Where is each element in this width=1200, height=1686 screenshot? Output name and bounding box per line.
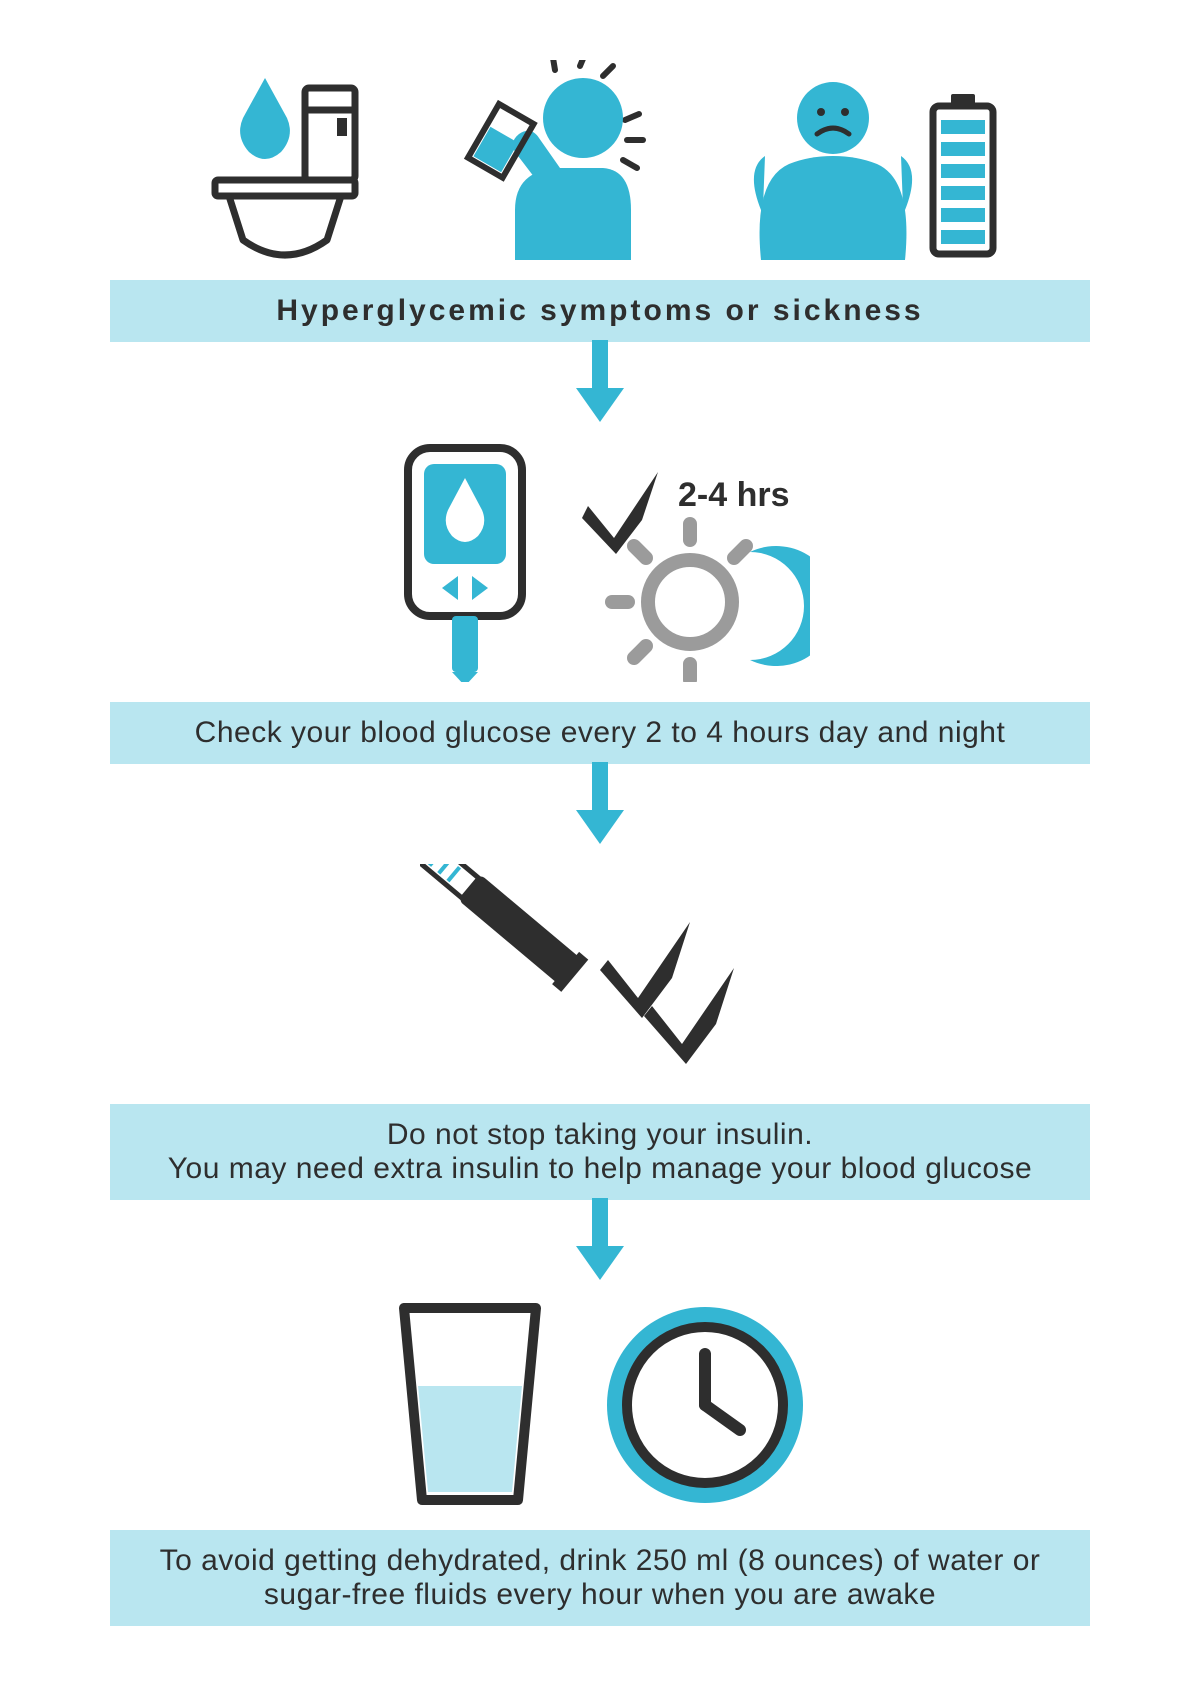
glucose-meter-icon: [390, 442, 540, 682]
check-sun-moon-icon: 2-4 hrs: [580, 462, 810, 682]
hours-label: 2-4 hrs: [678, 476, 790, 514]
tired-person-battery-icon: [745, 60, 1005, 260]
arrow-2: [110, 762, 1090, 846]
banner-hydrate: To avoid getting dehydrated, drink 250 m…: [110, 1530, 1090, 1626]
symptoms-icon-row: [110, 40, 1090, 280]
banner-symptoms: Hyperglycemic symptoms or sickness: [110, 280, 1090, 342]
clock-icon: [600, 1300, 810, 1510]
check-icon-row: 2-4 hrs: [110, 422, 1090, 702]
water-glass-icon: [390, 1300, 550, 1510]
banner-check: Check your blood glucose every 2 to 4 ho…: [110, 702, 1090, 764]
drinking-person-icon: [455, 60, 665, 260]
hydrate-icon-row: [110, 1280, 1090, 1530]
insulin-icon-row: [110, 844, 1090, 1104]
arrow-1: [110, 340, 1090, 424]
infographic-container: Hyperglycemic symptoms or sickness 2: [110, 0, 1090, 1686]
arrow-3: [110, 1198, 1090, 1282]
insulin-pen-checks-icon: [420, 864, 780, 1084]
banner-insulin: Do not stop taking your insulin. You may…: [110, 1104, 1090, 1200]
toilet-drop-icon: [195, 70, 375, 260]
